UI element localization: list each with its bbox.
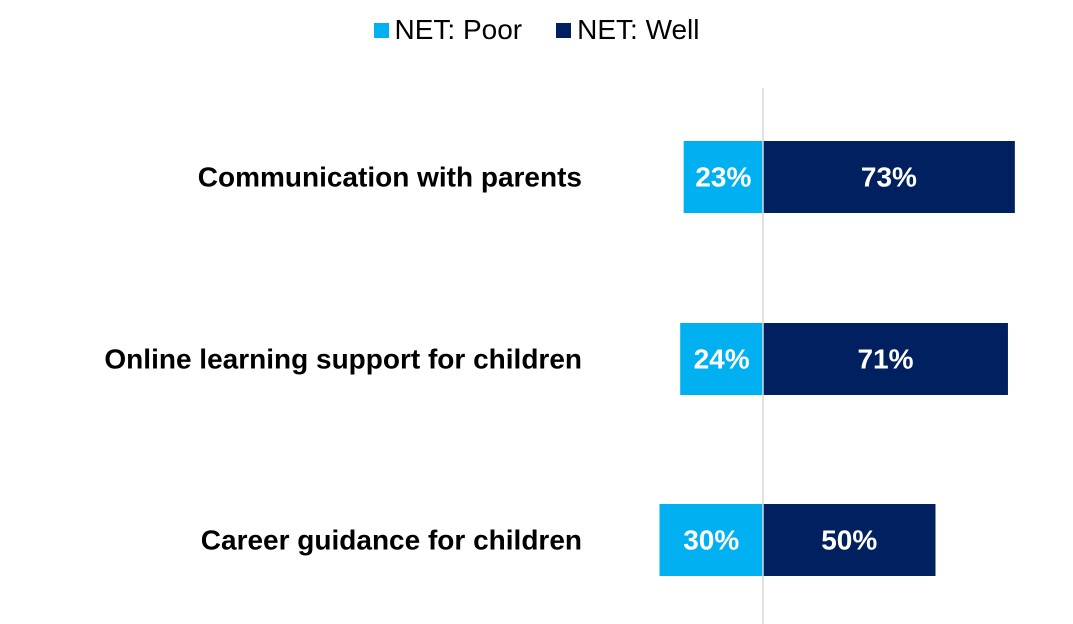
legend-label-well: NET: Well bbox=[577, 14, 700, 45]
legend-item-poor: NET: Poor bbox=[373, 14, 523, 46]
legend-item-well: NET: Well bbox=[556, 14, 700, 46]
bar-well bbox=[763, 504, 936, 576]
legend-swatch-well bbox=[556, 22, 572, 38]
bar-well bbox=[763, 323, 1008, 395]
data-label-well: 71% bbox=[857, 344, 913, 375]
data-label-poor: 30% bbox=[683, 525, 739, 556]
bar-poor bbox=[659, 504, 763, 576]
data-label-poor: 24% bbox=[694, 344, 750, 375]
category-label: Career guidance for children bbox=[201, 525, 582, 556]
bar-poor bbox=[680, 323, 763, 395]
data-label-well: 50% bbox=[821, 525, 877, 556]
data-label-poor: 23% bbox=[695, 162, 751, 193]
category-label: Online learning support for children bbox=[104, 344, 582, 375]
data-label-well: 73% bbox=[861, 162, 917, 193]
bar-well bbox=[763, 141, 1015, 213]
category-label: Communication with parents bbox=[198, 162, 582, 193]
chart-legend: NET: Poor NET: Well bbox=[0, 14, 1073, 46]
legend-swatch-poor bbox=[373, 22, 389, 38]
legend-label-poor: NET: Poor bbox=[394, 14, 523, 45]
bar-poor bbox=[683, 141, 763, 213]
